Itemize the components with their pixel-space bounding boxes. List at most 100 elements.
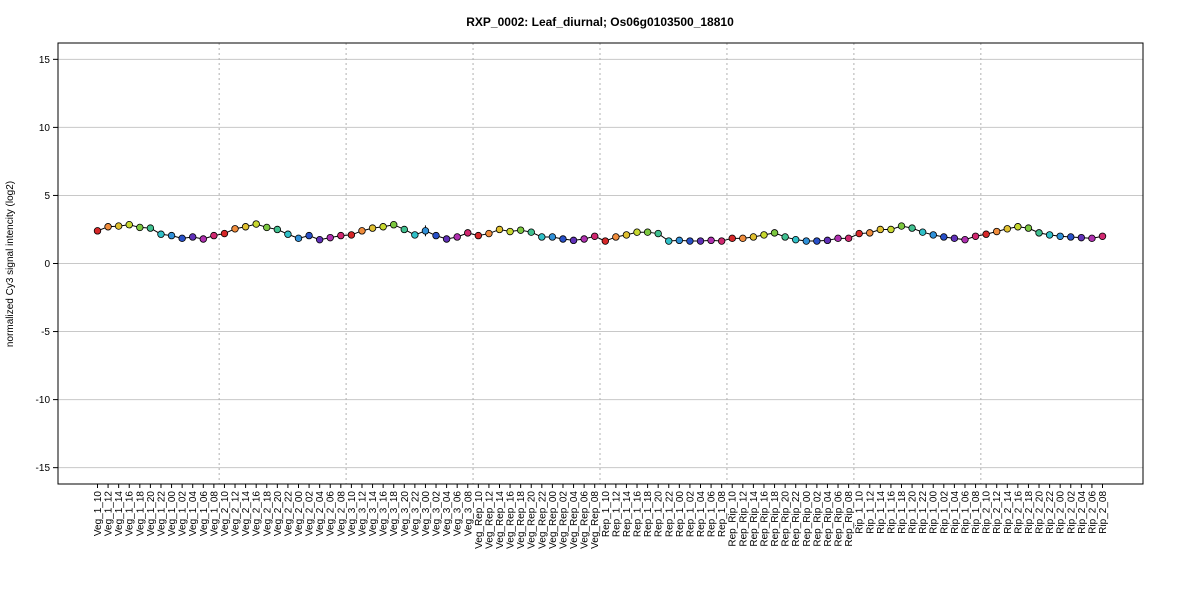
data-point <box>897 222 906 230</box>
x-tick-label: Rip_2_08 <box>1098 491 1109 534</box>
x-tick-label: Veg_3_00 <box>421 491 432 536</box>
data-point <box>569 236 578 245</box>
x-tick-label: Rep_Rip_14 <box>749 491 760 547</box>
data-point <box>474 231 483 240</box>
x-tick-label: Veg_3_02 <box>432 491 443 536</box>
y-tick-label: -10 <box>36 395 51 406</box>
data-point <box>368 224 377 232</box>
data-point <box>390 221 398 229</box>
data-point <box>93 227 102 235</box>
data-point <box>136 223 144 232</box>
data-point <box>823 236 832 245</box>
x-tick-label: Veg_Rep_20 <box>527 491 538 549</box>
data-point <box>464 229 472 237</box>
data-point <box>146 224 155 232</box>
x-tick-label: Rip_1_18 <box>897 491 908 534</box>
x-tick-label: Veg_1_00 <box>167 491 178 536</box>
x-tick-label: Veg_Rep_08 <box>590 491 601 549</box>
data-point <box>506 227 514 236</box>
x-tick-label: Rip_2_16 <box>1013 491 1024 534</box>
data-point <box>887 225 895 234</box>
data-point <box>844 234 853 243</box>
data-point <box>929 231 937 239</box>
y-axis-label: normalized Cy3 signal intencity (log2) <box>5 181 16 347</box>
x-tick-label: Rip_2_04 <box>1077 491 1088 534</box>
x-tick-label: Veg_3_22 <box>410 491 421 536</box>
x-tick-label: Rep_Rip_18 <box>770 491 781 547</box>
plot-frame <box>57 42 1144 485</box>
x-tick-label: Veg_Rep_04 <box>569 491 580 549</box>
data-point <box>855 229 863 238</box>
x-tick-label: Veg_1_12 <box>104 491 115 536</box>
x-tick-label: Rep_Rip_02 <box>812 491 823 547</box>
data-point <box>548 233 557 241</box>
data-point <box>326 233 334 242</box>
data-point <box>760 231 768 239</box>
x-tick-label: Veg_Rep_22 <box>537 491 548 549</box>
data-point <box>1024 224 1033 232</box>
data-point <box>1056 232 1064 240</box>
x-tick-label: Veg_Rep_18 <box>516 491 527 549</box>
x-tick-label: Veg_3_08 <box>463 491 474 536</box>
data-point <box>876 225 885 234</box>
x-tick-label: Rep_1_00 <box>675 491 686 538</box>
x-tick-label: Veg_2_14 <box>241 491 252 536</box>
x-tick-label: Rip_1_20 <box>908 491 919 534</box>
x-tick-label: Rep_1_16 <box>633 491 644 538</box>
x-tick-label: Rep_1_04 <box>696 491 707 538</box>
x-tick-label: Veg_Rep_10 <box>474 491 485 549</box>
x-tick-label: Veg_3_12 <box>357 491 368 536</box>
data-point <box>802 237 810 245</box>
data-point <box>210 231 218 240</box>
x-tick-label: Veg_3_04 <box>442 491 453 536</box>
data-point <box>178 234 186 243</box>
data-point <box>315 235 324 244</box>
x-tick-label: Veg_3_06 <box>453 491 464 536</box>
x-tick-label: Veg_Rep_12 <box>484 491 495 549</box>
x-tick-label: Rep_Rip_16 <box>759 491 770 547</box>
data-point <box>284 230 292 238</box>
data-point <box>538 233 546 241</box>
x-tick-label: Veg_2_10 <box>220 491 231 536</box>
y-tick-label: 5 <box>44 191 50 202</box>
x-tick-label: Rep_Rip_06 <box>834 491 845 547</box>
data-point <box>421 227 430 235</box>
x-tick-label: Veg_3_10 <box>347 491 358 536</box>
data-point <box>993 227 1001 236</box>
x-tick-label: Rip_2_12 <box>992 491 1003 534</box>
x-tick-label: Veg_2_12 <box>231 491 242 536</box>
x-tick-label: Veg_Rep_16 <box>506 491 517 549</box>
x-tick-label: Rep_Rip_12 <box>738 491 749 547</box>
data-point <box>167 231 176 240</box>
x-tick-label: Rip_1_08 <box>971 491 982 534</box>
data-point <box>199 235 207 243</box>
x-tick-label: Rep_1_14 <box>622 491 633 538</box>
x-tick-label: Rip_2_10 <box>982 491 993 534</box>
x-tick-label: Veg_1_10 <box>93 491 104 536</box>
data-point <box>485 229 493 238</box>
data-point <box>591 232 599 240</box>
data-point <box>411 231 419 239</box>
data-point <box>337 231 345 240</box>
data-point <box>1045 231 1054 239</box>
data-point <box>633 228 641 236</box>
x-tick-label: Rip_1_16 <box>886 491 897 534</box>
data-point <box>442 235 451 243</box>
x-tick-label: Rip_1_22 <box>918 491 929 534</box>
x-tick-label: Veg_2_04 <box>315 491 326 536</box>
x-tick-label: Rip_1_12 <box>865 491 876 534</box>
data-point <box>1003 225 1011 233</box>
data-point <box>1098 232 1107 240</box>
x-tick-label: Veg_1_08 <box>209 491 220 536</box>
data-point <box>189 233 197 241</box>
data-point <box>305 231 313 240</box>
x-tick-label: Rip_2_22 <box>1045 491 1056 534</box>
x-tick-labels: Veg_1_10 Veg_1_12 Veg_1_14 Veg_1_16 Veg_1_18… <box>93 484 1109 549</box>
x-tick-label: Rip_1_02 <box>939 491 950 534</box>
x-tick-label: Veg_2_00 <box>294 491 305 536</box>
data-point <box>971 232 980 240</box>
x-tick-label: Veg_1_02 <box>178 491 189 536</box>
data-point <box>728 234 736 243</box>
data-point <box>516 226 525 234</box>
data-point <box>792 235 800 244</box>
